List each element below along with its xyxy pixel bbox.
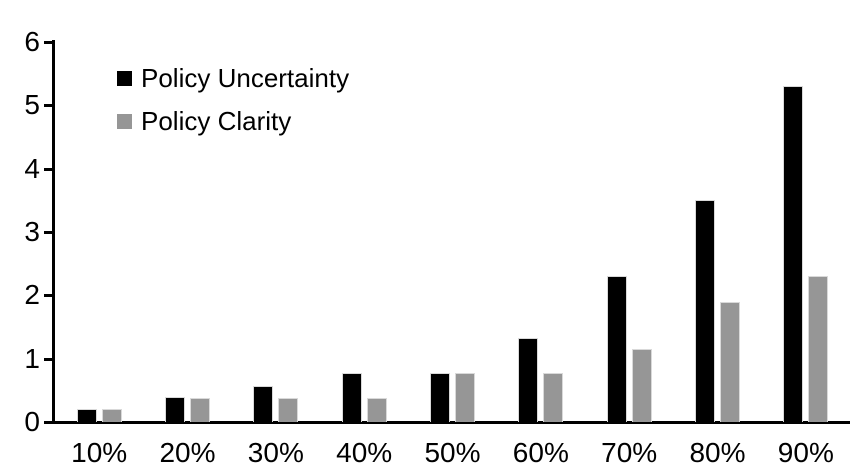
legend-label-policy-clarity: Policy Clarity — [141, 106, 292, 136]
legend-label-policy-uncertainty: Policy Uncertainty — [141, 63, 350, 93]
bar-policy-clarity-50pct — [455, 373, 475, 422]
legend-swatch-policy-clarity — [117, 114, 132, 129]
bar-policy-uncertainty-90pct — [783, 86, 804, 422]
bar-policy-uncertainty-50pct — [430, 372, 450, 422]
bar-policy-clarity-10pct — [101, 409, 122, 422]
bar-policy-clarity-30pct — [278, 397, 299, 422]
bar-policy-clarity-20pct — [190, 397, 210, 422]
bar-policy-clarity-80pct — [720, 301, 740, 422]
bar-policy-clarity-90pct — [808, 276, 829, 422]
legend-swatch-policy-uncertainty — [117, 71, 132, 86]
bar-policy-uncertainty-70pct — [606, 276, 627, 422]
x-tick-label-10pct: 10% — [71, 437, 128, 468]
bar-policy-uncertainty-10pct — [76, 409, 97, 422]
y-tick-mark-6 — [44, 41, 53, 44]
y-tick-mark-5 — [44, 104, 53, 108]
legend: Policy Uncertainty Policy Clarity — [117, 57, 349, 143]
x-axis-line — [52, 421, 850, 424]
y-axis-line — [52, 40, 55, 424]
x-tick-label-50pct: 50% — [424, 437, 481, 468]
x-tick-label-80pct: 80% — [689, 437, 746, 468]
y-tick-mark-0 — [44, 421, 53, 424]
bar-policy-uncertainty-30pct — [253, 385, 274, 422]
y-tick-mark-2 — [44, 294, 53, 298]
legend-item-policy-uncertainty: Policy Uncertainty — [117, 57, 349, 100]
x-tick-label-20pct: 20% — [159, 437, 216, 468]
y-tick-label-2: 2 — [24, 279, 40, 311]
y-tick-mark-3 — [44, 231, 53, 234]
x-tick-label-40pct: 40% — [336, 437, 393, 468]
y-tick-label-3: 3 — [24, 216, 40, 247]
x-tick-label-30pct: 30% — [247, 437, 304, 468]
y-tick-label-0: 0 — [24, 406, 40, 437]
bar-policy-uncertainty-40pct — [341, 373, 362, 422]
bar-policy-uncertainty-20pct — [165, 396, 185, 422]
y-tick-label-5: 5 — [24, 89, 40, 121]
y-tick-label-6: 6 — [24, 26, 40, 57]
x-tick-label-90pct: 90% — [777, 437, 834, 468]
y-tick-mark-1 — [44, 357, 53, 361]
bar-policy-clarity-70pct — [631, 349, 652, 422]
y-tick-label-1: 1 — [24, 342, 40, 374]
y-tick-label-4: 4 — [24, 152, 40, 184]
bar-policy-clarity-40pct — [366, 397, 387, 422]
bar-policy-clarity-60pct — [543, 373, 564, 422]
y-tick-mark-4 — [44, 167, 53, 171]
x-tick-label-60pct: 60% — [512, 437, 569, 468]
bar-policy-uncertainty-80pct — [695, 200, 715, 422]
x-tick-label-70pct: 70% — [601, 437, 658, 468]
bar-policy-uncertainty-60pct — [518, 337, 539, 422]
legend-item-policy-clarity: Policy Clarity — [117, 100, 349, 143]
